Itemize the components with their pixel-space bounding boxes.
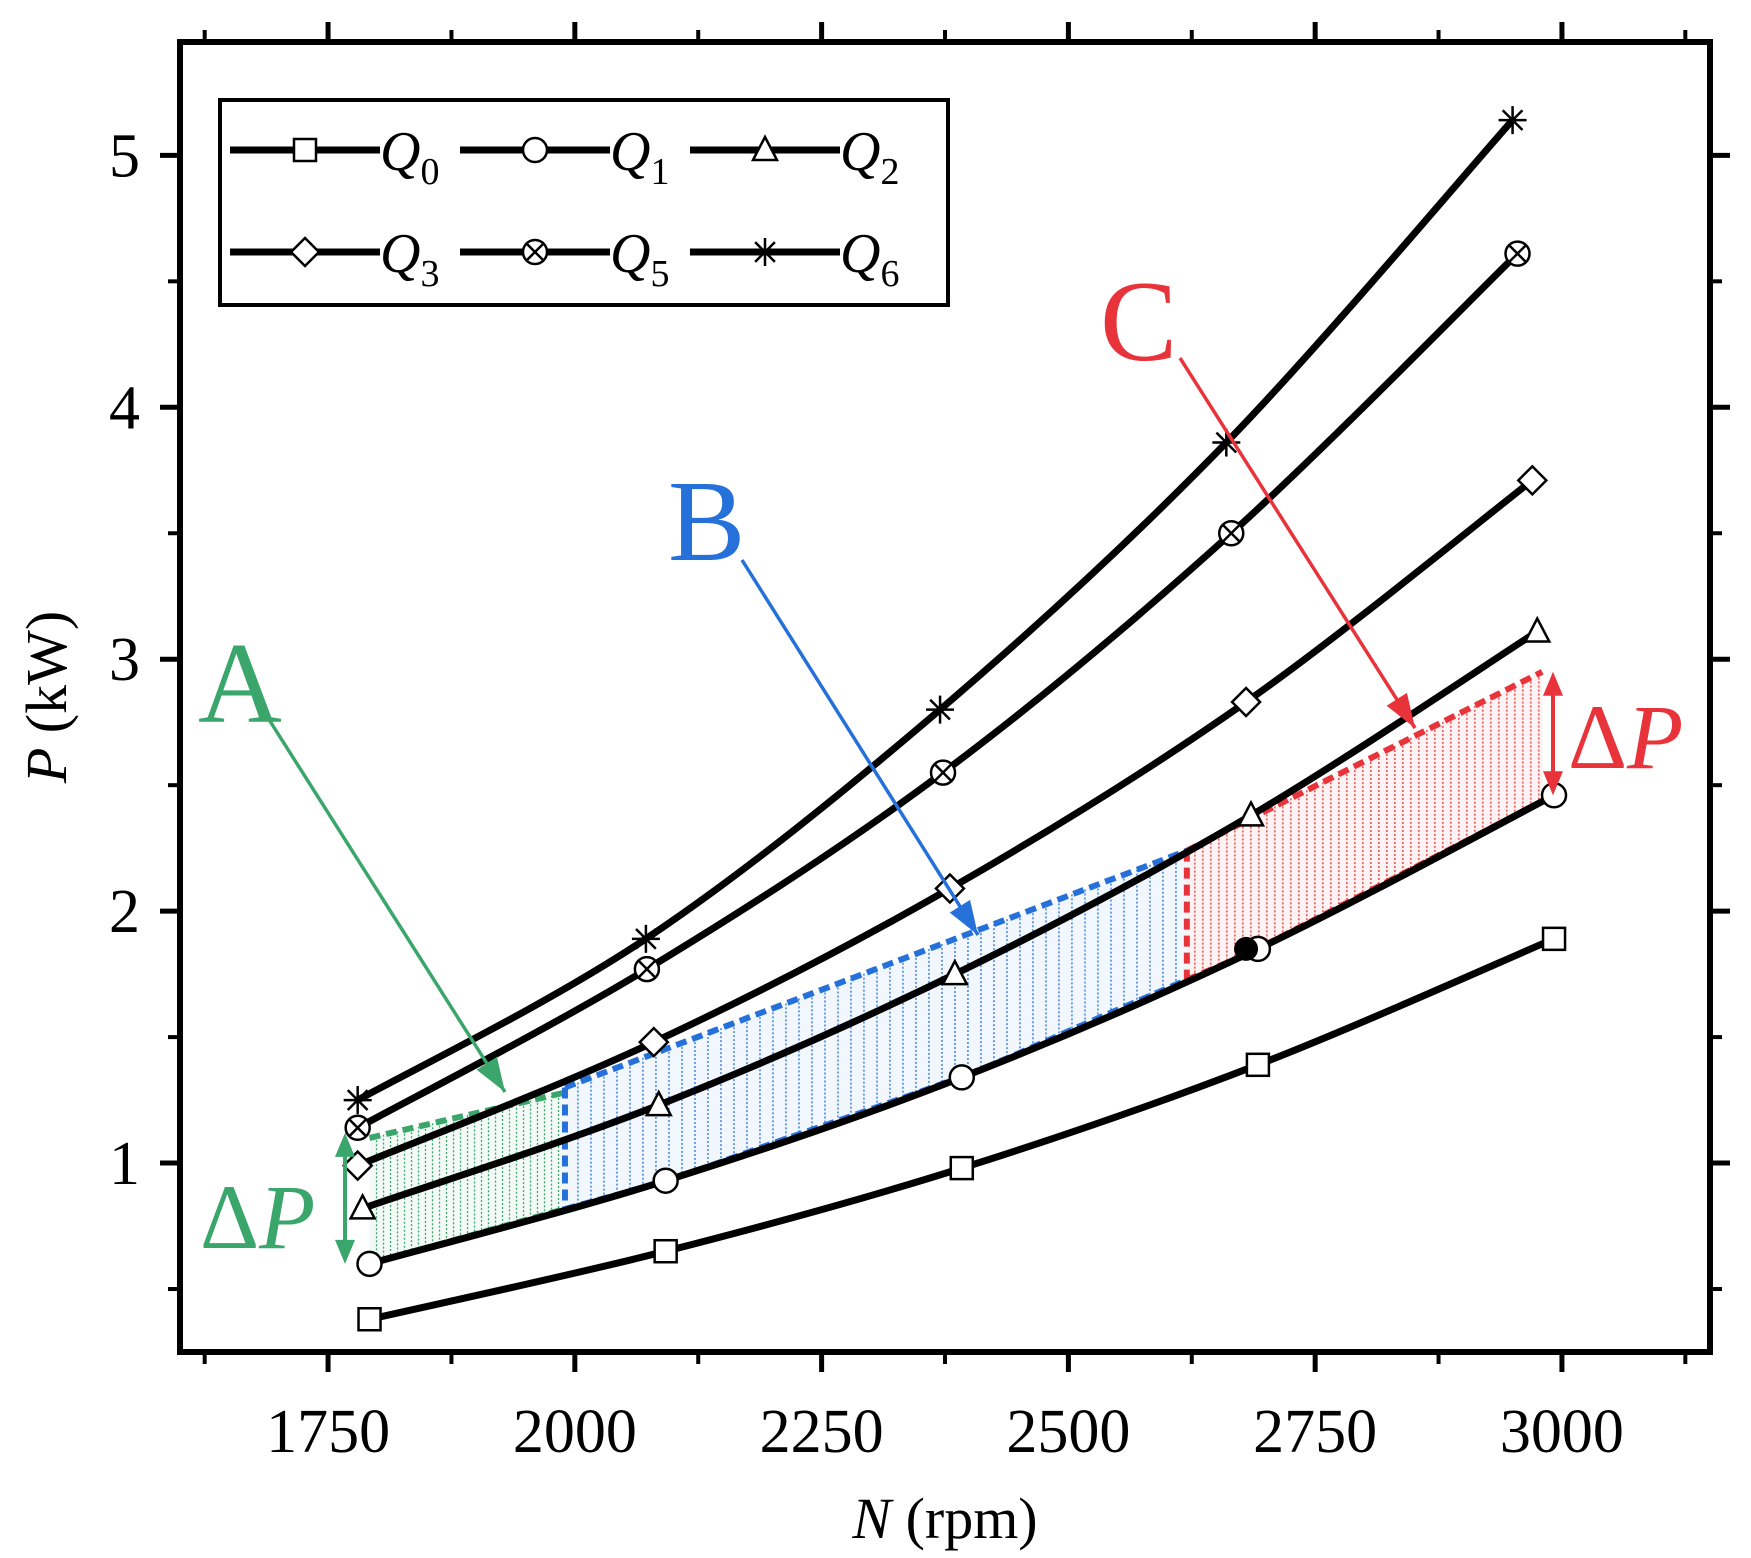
legend-marker-Q0 [292, 137, 318, 163]
y-tick-label: 4 [109, 374, 140, 442]
marker-Q6-0 [343, 1086, 372, 1115]
marker-Q6-1 [631, 924, 660, 953]
marker-Q5-4 [1504, 240, 1531, 267]
legend-item-Q1: Q1 [460, 121, 669, 193]
marker-Q2-4 [1523, 615, 1552, 643]
marker-Q0-0 [357, 1307, 382, 1332]
legend-marker-Q3 [289, 236, 321, 268]
marker-Q0-3 [1245, 1052, 1271, 1078]
marker-Q0-2 [949, 1155, 975, 1181]
axes: 1750 2000 2250 2500 2750 3000 1 2 3 4 5 N (rpm) P (k… [14, 22, 1730, 1551]
x-tick-label: 2750 [1253, 1398, 1377, 1466]
marker-Q2-1 [644, 1089, 673, 1117]
legend-label-Q5: Q5 [610, 223, 669, 295]
legend-label-Q2: Q2 [840, 121, 899, 193]
legend-item-Q5: Q5 [460, 223, 669, 295]
y-tick-label: 5 [109, 122, 140, 190]
arrow-A [266, 717, 507, 1093]
region-fill [565, 850, 1187, 1209]
x-tick-label: 1750 [266, 1398, 390, 1466]
label-A: A [198, 620, 282, 748]
marker-Q1-2 [948, 1064, 976, 1091]
y-tick-label: 3 [109, 626, 140, 694]
marker-Q2-2 [940, 958, 969, 986]
marker-Q3-1 [638, 1026, 670, 1058]
legend-item-Q2: Q2 [690, 121, 899, 193]
legend-marker-Q2 [750, 134, 780, 162]
marker-Q6-2 [926, 695, 955, 724]
arrow-C [1178, 357, 1417, 729]
legend-item-Q3: Q3 [230, 223, 439, 295]
legend-item-Q0: Q0 [230, 121, 439, 193]
marker-Q5-1 [633, 955, 661, 983]
legend: Q0 Q1 Q2 Q3 Q5 Q6 [218, 98, 950, 307]
arrow-B [740, 559, 980, 936]
legend-item-Q6: Q6 [690, 223, 899, 295]
marker-Q3-3 [1230, 686, 1262, 718]
delta-p-arrow-C [1543, 671, 1563, 796]
legend-marker-Q5 [521, 238, 549, 266]
x-tick-label: 2250 [760, 1398, 884, 1466]
delta-p-label-C: ΔP [1568, 686, 1683, 788]
marker-Q5-3 [1218, 520, 1245, 547]
delta-p-label-A: ΔP [200, 1166, 315, 1268]
region-upper-boundary [1185, 669, 1544, 854]
series-markers [341, 106, 1568, 1332]
region-fill [1186, 671, 1543, 980]
intersection-dot [1234, 936, 1259, 961]
marker-Q5-0 [344, 1114, 371, 1142]
legend-label-Q0: Q0 [380, 121, 439, 193]
y-tick-label: 2 [109, 878, 140, 946]
marker-Q1-0 [356, 1250, 383, 1278]
legend-label-Q1: Q1 [610, 121, 669, 193]
x-tick-label: 3000 [1500, 1398, 1624, 1466]
label-C: C [1100, 258, 1177, 386]
marker-Q5-2 [929, 759, 957, 786]
marker-Q3-4 [1516, 464, 1549, 497]
label-B: B [668, 458, 745, 586]
y-tick-label: 1 [109, 1130, 140, 1198]
delta-p-arrow-A [335, 1132, 355, 1264]
legend-marker-Q1 [521, 136, 549, 164]
x-tick-label: 2000 [513, 1398, 637, 1466]
annotations: A B C ΔP ΔP [198, 258, 1683, 1268]
marker-Q2-0 [348, 1192, 377, 1220]
marker-Q0-1 [653, 1238, 678, 1264]
legend-box [218, 98, 950, 307]
marker-Q2-3 [1236, 799, 1266, 827]
marker-Q3-0 [341, 1149, 374, 1182]
marker-Q0-4 [1541, 926, 1567, 952]
region-upper-boundary [563, 847, 1188, 1091]
marker-Q6-4 [1498, 106, 1527, 135]
legend-marker-Q6 [751, 238, 779, 266]
marker-Q1-1 [652, 1167, 679, 1194]
legend-label-Q3: Q3 [380, 223, 439, 295]
x-axis-title: N (rpm) [851, 1486, 1037, 1551]
y-axis-title: P (kW) [14, 611, 79, 784]
legend-label-Q6: Q6 [840, 223, 899, 295]
x-tick-label: 2500 [1006, 1398, 1130, 1466]
